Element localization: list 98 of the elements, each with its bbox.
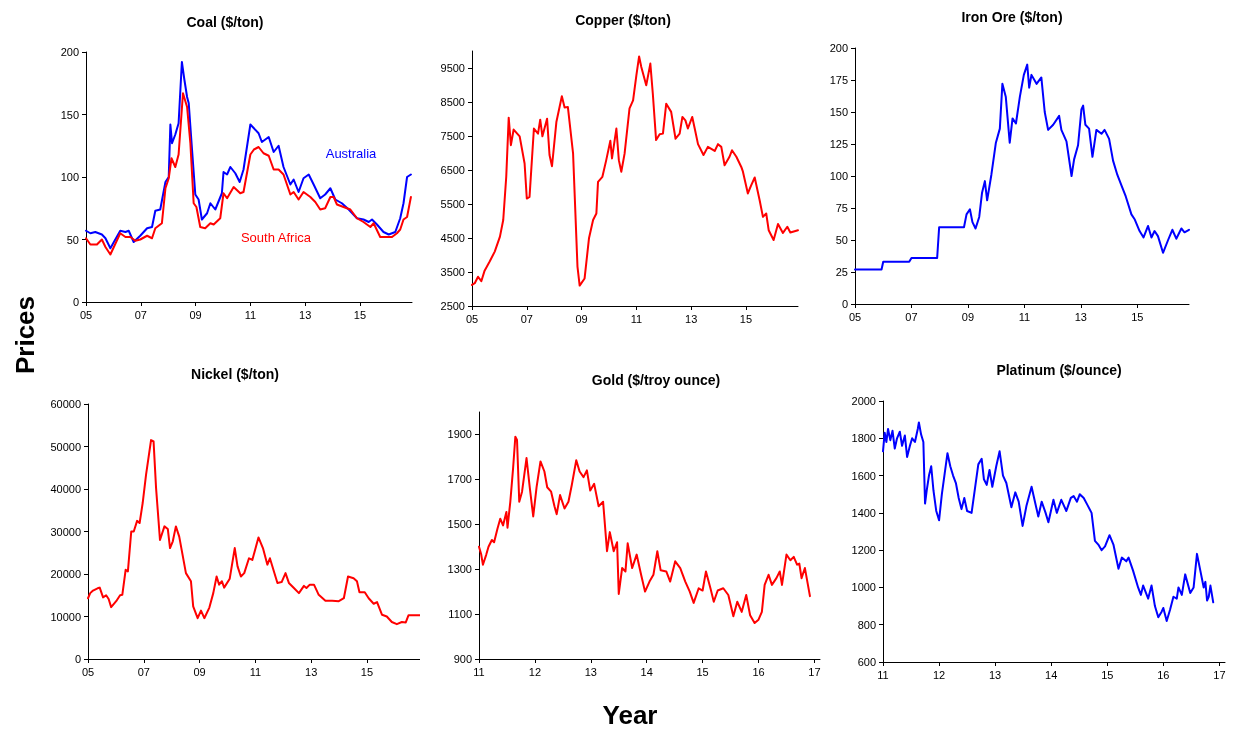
y-tick-label: 125 [829, 138, 848, 150]
x-tick-label: 05 [465, 312, 479, 325]
x-tick-label: 17 [1213, 668, 1226, 681]
line-series [85, 92, 412, 256]
y-tick-label: 0 [74, 653, 81, 665]
y-tick-label: 1100 [448, 608, 472, 621]
y-tick-label: 5500 [440, 198, 465, 210]
x-tick-label: 12 [528, 665, 542, 678]
line-series [87, 439, 420, 626]
x-tick-label: 17 [808, 665, 821, 678]
y-tick-label: 200 [829, 42, 848, 54]
chart-title: Gold ($/troy ounce) [591, 372, 721, 388]
x-tick-label: 11 [244, 308, 257, 321]
y-tick-label: 1400 [851, 506, 876, 519]
y-tick-label: 1700 [447, 473, 472, 486]
y-tick-label: 50 [66, 233, 79, 246]
chart-title: Nickel ($/ton) [191, 366, 279, 382]
x-tick-label: 11 [1018, 310, 1031, 323]
y-tick-label: 600 [857, 656, 876, 668]
y-tick-label: 1000 [851, 581, 876, 594]
x-tick-label: 11 [473, 665, 485, 678]
y-tick-label: 800 [857, 618, 876, 631]
series-label: Australia [325, 145, 378, 161]
y-tick-label: 2500 [440, 300, 465, 312]
y-tick-label: 60000 [50, 398, 81, 410]
x-tick-label: 13 [1074, 310, 1087, 323]
line-series [478, 435, 811, 625]
y-tick-label: 200 [60, 46, 79, 58]
x-tick-label: 07 [134, 308, 147, 321]
y-tick-label: 150 [60, 108, 79, 121]
x-tick-label: 09 [189, 308, 202, 321]
x-tick-label: 09 [961, 310, 975, 323]
x-tick-label: 14 [640, 665, 653, 678]
chart-title: Iron Ore ($/ton) [961, 9, 1063, 25]
y-tick-label: 100 [829, 170, 848, 182]
line-series [882, 421, 1215, 622]
y-tick-label: 3500 [440, 266, 465, 278]
y-tick-label: 50000 [50, 440, 81, 453]
line-series [854, 63, 1190, 271]
x-tick-label: 05 [848, 310, 862, 323]
y-tick-label: 100 [60, 171, 79, 183]
chart-title: Copper ($/ton) [575, 12, 671, 28]
y-tick-label: 1800 [851, 432, 876, 445]
x-tick-label: 11 [630, 312, 643, 325]
y-tick-label: 8500 [440, 96, 465, 108]
y-tick-label: 7500 [440, 130, 465, 142]
x-tick-label: 14 [1045, 668, 1058, 681]
line-series [85, 61, 412, 250]
y-axis-title: Prices [10, 295, 40, 375]
x-tick-label: 15 [1101, 668, 1114, 681]
y-tick-label: 20000 [50, 568, 81, 580]
y-tick-label: 175 [829, 74, 848, 86]
y-tick-label: 1300 [447, 563, 472, 576]
x-tick-label: 15 [353, 308, 367, 321]
x-tick-label: 05 [81, 665, 95, 678]
x-tick-label: 15 [696, 665, 709, 678]
y-tick-label: 9500 [440, 62, 465, 74]
y-tick-label: 1900 [447, 428, 472, 441]
y-tick-label: 25 [835, 266, 848, 278]
x-tick-label: 16 [1157, 668, 1170, 681]
y-tick-label: 1500 [447, 518, 472, 531]
x-tick-label: 15 [739, 312, 753, 325]
x-tick-label: 11 [877, 668, 889, 681]
x-tick-label: 13 [584, 665, 597, 678]
y-tick-label: 4500 [440, 232, 465, 244]
y-tick-label: 150 [829, 106, 848, 118]
y-tick-label: 75 [835, 202, 848, 214]
x-tick-label: 15 [1131, 310, 1144, 323]
chart-title: Coal ($/ton) [186, 14, 264, 30]
y-tick-label: 40000 [50, 483, 81, 495]
x-tick-label: 13 [685, 312, 698, 325]
y-tick-label: 900 [453, 653, 472, 665]
y-tick-label: 30000 [50, 525, 81, 538]
x-tick-label: 07 [905, 310, 918, 323]
line-series [471, 55, 799, 287]
x-tick-label: 07 [520, 312, 533, 325]
x-tick-label: 13 [305, 665, 318, 678]
y-tick-label: 6500 [440, 164, 465, 176]
x-tick-label: 13 [299, 308, 312, 321]
x-tick-label: 07 [137, 665, 150, 678]
x-tick-label: 12 [932, 668, 946, 681]
x-tick-label: 05 [79, 308, 93, 321]
y-tick-label: 50 [835, 234, 848, 246]
x-tick-label: 09 [575, 312, 588, 325]
x-tick-label: 09 [193, 665, 206, 678]
x-tick-label: 16 [752, 665, 765, 678]
series-label: South Africa [240, 229, 312, 245]
y-tick-label: 2000 [851, 395, 876, 407]
y-tick-label: 10000 [50, 610, 81, 623]
y-tick-label: 1600 [851, 469, 876, 482]
chart-title: Platinum ($/ounce) [996, 362, 1122, 378]
y-tick-label: 1200 [851, 544, 876, 557]
x-tick-label: 15 [360, 665, 374, 678]
x-tick-label: 13 [989, 668, 1002, 681]
y-tick-label: 0 [72, 296, 79, 308]
x-tick-label: 11 [249, 665, 262, 678]
x-axis-title: Year [602, 700, 658, 730]
y-tick-label: 0 [841, 298, 848, 310]
